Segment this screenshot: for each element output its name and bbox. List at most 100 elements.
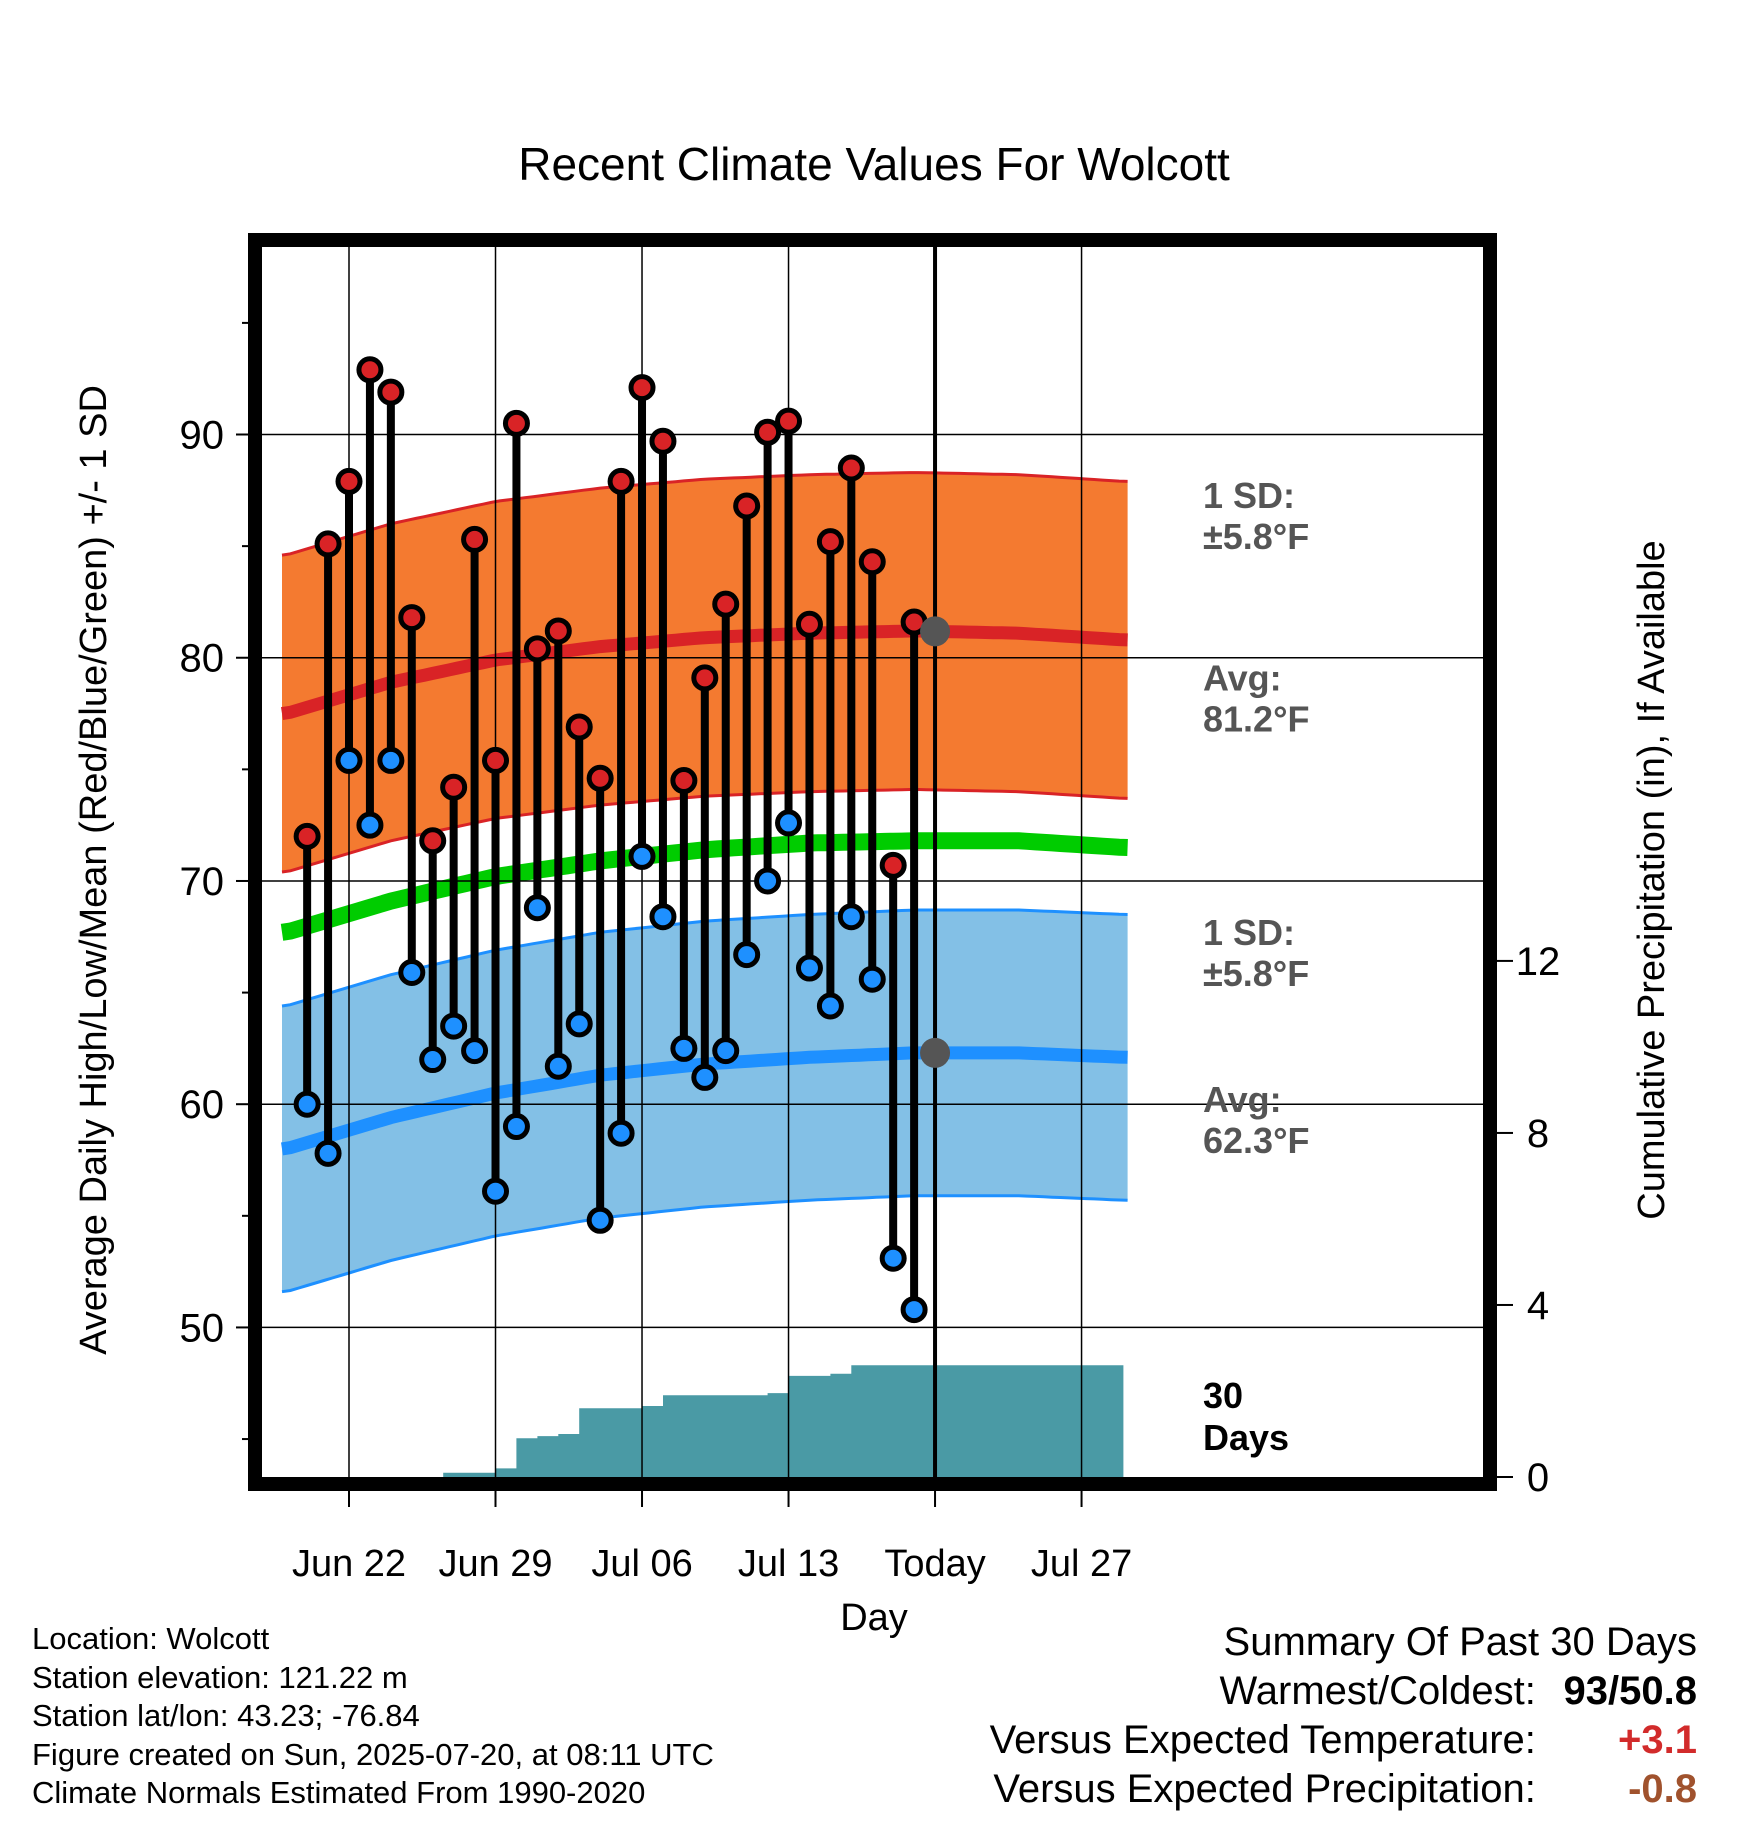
- high-point: [795, 610, 823, 638]
- warmest-value: 93: [1563, 1669, 1609, 1713]
- x-axis-label: Day: [840, 1597, 908, 1639]
- low-point: [482, 1177, 510, 1205]
- high-point: [858, 548, 886, 576]
- y-tick-label-left: 50: [180, 1306, 225, 1350]
- low-point: [335, 746, 363, 774]
- y-axis-label-right: Cumulative Precipitation (in), If Availa…: [1631, 540, 1673, 1219]
- temp-value: +3.1: [1618, 1718, 1697, 1762]
- low-point: [356, 811, 384, 839]
- high-point: [816, 528, 844, 556]
- high-point: [461, 525, 489, 553]
- summary-temp: Versus Expected Temperature: +3.1: [990, 1716, 1697, 1765]
- low-point: [377, 746, 405, 774]
- low-point: [775, 809, 803, 837]
- precip-period-number: 30: [1203, 1375, 1243, 1416]
- low-point: [293, 1090, 321, 1118]
- x-tick-label: Today: [884, 1543, 985, 1585]
- x-tick-label: Jun 22: [292, 1543, 406, 1585]
- y-axis-label-left: Average Daily High/Low/Mean (Red/Blue/Gr…: [73, 385, 115, 1355]
- high-point: [565, 713, 593, 741]
- x-tick-label: Jun 29: [438, 1543, 552, 1585]
- y-tick-label-left: 70: [180, 860, 225, 904]
- high-point: [377, 378, 405, 406]
- high-point: [502, 409, 530, 437]
- high-point: [419, 827, 447, 855]
- low-point: [502, 1113, 530, 1141]
- high-point: [440, 773, 468, 801]
- low-point: [649, 903, 677, 931]
- high-point: [523, 635, 551, 663]
- low-point: [419, 1046, 447, 1074]
- x-tick-label: Jul 06: [591, 1543, 692, 1585]
- high-avg-label: Avg:: [1203, 657, 1282, 698]
- high-point: [356, 356, 384, 384]
- high-point: [754, 418, 782, 446]
- latlon-text: Station lat/lon: 43.23; -76.84: [32, 1698, 420, 1733]
- low-avg-value: 62.3°F: [1203, 1120, 1309, 1161]
- high-normal-mean-line: [281, 624, 1128, 721]
- y-tick-label-left: 80: [180, 637, 225, 681]
- high-avg-marker: [920, 616, 951, 647]
- high-point: [775, 407, 803, 435]
- plot-frame: [248, 233, 1497, 1491]
- high-avg-value: 81.2°F: [1203, 698, 1309, 739]
- y-tick-label-right: 12: [1516, 940, 1561, 984]
- chart-title: Recent Climate Values For Wolcott: [518, 138, 1230, 190]
- y-tick-label-left: 90: [180, 414, 225, 458]
- low-point: [858, 965, 886, 993]
- high-point: [691, 664, 719, 692]
- x-tick-label: Jul 13: [738, 1543, 839, 1585]
- low-point: [837, 903, 865, 931]
- high-point: [586, 764, 614, 792]
- low-point: [816, 992, 844, 1020]
- x-tick-label: Jul 27: [1031, 1543, 1132, 1585]
- low-point: [691, 1063, 719, 1091]
- low-point: [398, 958, 426, 986]
- high-point: [607, 467, 635, 495]
- high-point: [335, 467, 363, 495]
- summary-precip: Versus Expected Precipitation: -0.8: [990, 1765, 1697, 1814]
- y-tick-label-right: 8: [1527, 1112, 1549, 1156]
- high-point: [314, 530, 342, 558]
- low-point: [544, 1052, 572, 1080]
- high-point: [879, 851, 907, 879]
- high-point: [670, 767, 698, 795]
- low-point: [461, 1037, 489, 1065]
- low-point: [440, 1012, 468, 1040]
- location-text: Location: Wolcott: [32, 1621, 270, 1656]
- high-point: [398, 604, 426, 632]
- y-tick-label-left: 60: [180, 1083, 225, 1127]
- high-point: [837, 454, 865, 482]
- high-point: [628, 374, 656, 402]
- y-tick-label-right: 4: [1527, 1284, 1549, 1328]
- low-avg-label: Avg:: [1203, 1079, 1282, 1120]
- high-point: [649, 427, 677, 455]
- normals-text: Climate Normals Estimated From 1990-2020: [32, 1775, 646, 1810]
- created-text: Figure created on Sun, 2025-07-20, at 08…: [32, 1736, 714, 1772]
- summary-warm-cold: Warmest/Coldest: 93/50.8: [990, 1667, 1698, 1716]
- low-point: [879, 1244, 907, 1272]
- low-point: [754, 867, 782, 895]
- warm-cold-value: 93/50.8: [1563, 1669, 1697, 1713]
- station-info: Location: Wolcott Station elevation: 121…: [32, 1620, 714, 1813]
- y-tick-label-right: 0: [1527, 1456, 1549, 1500]
- low-point: [523, 894, 551, 922]
- low-point: [586, 1206, 614, 1234]
- high-point: [293, 822, 321, 850]
- low-sd-label: 1 SD:: [1203, 912, 1295, 953]
- high-normal-band-upper: [281, 471, 1128, 557]
- high-sd-value: ±5.8°F: [1203, 516, 1309, 557]
- high-point: [712, 590, 740, 618]
- high-sd-label: 1 SD:: [1203, 475, 1295, 516]
- low-point: [900, 1296, 928, 1324]
- precip-label: Versus Expected Precipitation:: [993, 1767, 1536, 1811]
- low-point: [314, 1139, 342, 1167]
- low-normal-band-lower: [281, 1194, 1128, 1294]
- temp-label: Versus Expected Temperature:: [989, 1718, 1536, 1762]
- low-point: [607, 1119, 635, 1147]
- precip-value: -0.8: [1628, 1767, 1697, 1811]
- precip-area: [422, 1365, 1124, 1477]
- low-point: [795, 954, 823, 982]
